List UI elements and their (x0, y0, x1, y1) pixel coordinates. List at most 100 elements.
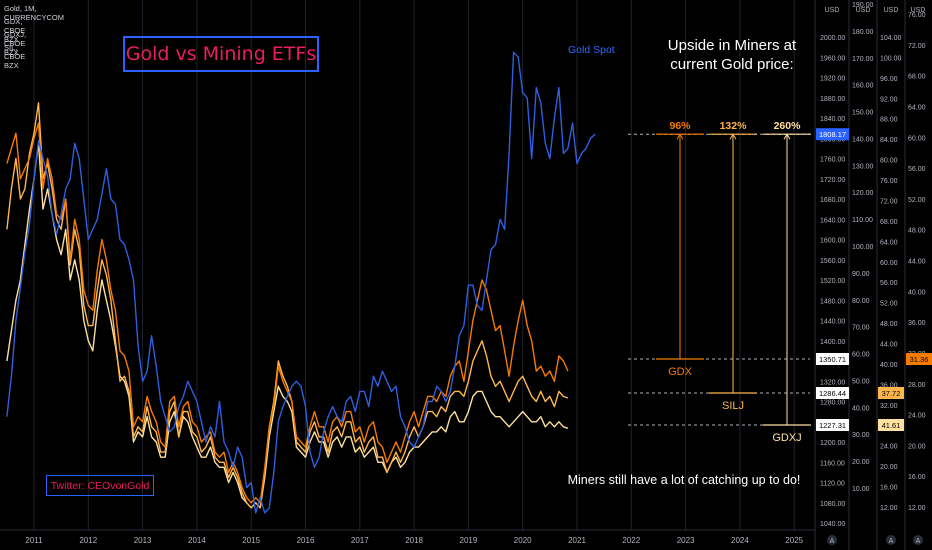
upside-pct-silj: 132% (720, 120, 748, 132)
gold-axis-tick: 1680.00 (820, 197, 845, 204)
axis2-tick: 170.00 (852, 56, 874, 63)
axis2-tick: 30.00 (852, 432, 870, 439)
axis2-tick: 180.00 (852, 29, 874, 36)
gdxj-value-tag: 41.61 (882, 421, 901, 430)
axis2-tick: 140.00 (852, 136, 874, 143)
twitter-box: Twitter: CEOvonGold (46, 475, 154, 496)
axis2-tick: 90.00 (852, 271, 870, 278)
axis3-tick: 76.00 (880, 178, 898, 185)
chart-grid (33, 0, 795, 530)
axis3-tick: 68.00 (880, 219, 898, 226)
gold-axis-tick: 1600.00 (820, 238, 845, 245)
series-line-sil (6, 142, 569, 509)
legend-sil: SIL, CBOE BZX (4, 43, 26, 70)
x-tick-label: 2012 (79, 536, 97, 545)
axis2-tick: 20.00 (852, 459, 870, 466)
axis-mode-badge-label: A (889, 538, 894, 545)
silj-value-tag-bg (878, 387, 904, 399)
x-tick-label: 2024 (731, 536, 749, 545)
gold-axis-tick: 1320.00 (820, 379, 845, 386)
axis3-tick: 80.00 (880, 158, 898, 165)
axis4-tick: 68.00 (908, 74, 926, 81)
gold-axis-tick: 1480.00 (820, 298, 845, 305)
axis-mode-badge (827, 535, 837, 545)
gold-axis-tick: 2000.00 (820, 35, 845, 42)
x-tick-label: 2018 (405, 536, 423, 545)
upside-pct-gdxj: 260% (774, 120, 802, 132)
gold-axis-tick: 1560.00 (820, 258, 845, 265)
axis3-tick: 44.00 (880, 342, 898, 349)
axis-mode-badge-label: A (916, 538, 921, 545)
axis2-tick: 50.00 (852, 378, 870, 385)
series-line-gdxj (6, 102, 569, 509)
axis3-tick: 104.00 (880, 35, 902, 42)
axis3-tick: 40.00 (880, 362, 898, 369)
axis4-tick: 24.00 (908, 413, 926, 420)
axis2-tick: 120.00 (852, 190, 874, 197)
gold-axis-tick: 1960.00 (820, 55, 845, 62)
silj-gold-scale-tag-bg (816, 387, 849, 399)
axis-mode-badge (886, 535, 896, 545)
axis3-tick: 60.00 (880, 260, 898, 267)
gdxj-gold-scale-tag-bg (816, 419, 849, 431)
chart-title: Gold vs Mining ETFs (125, 43, 317, 65)
silj-value-tag: 37.72 (882, 389, 901, 398)
axis2-tick: 130.00 (852, 163, 874, 170)
axis2-tick: 80.00 (852, 298, 870, 305)
x-tick-label: 2015 (242, 536, 260, 545)
gdx-gold-scale-tag: 1350.71 (819, 355, 846, 364)
axis4-tick: 44.00 (908, 259, 926, 266)
x-tick-label: 2021 (568, 536, 586, 545)
axis-currency-label: USD (911, 7, 926, 14)
axis2-tick: 100.00 (852, 244, 874, 251)
axis4-tick: 56.00 (908, 166, 926, 173)
x-tick-label: 2011 (25, 536, 43, 545)
series-line-gold (6, 51, 596, 514)
x-tick-label: 2022 (622, 536, 640, 545)
x-tick-label: 2017 (351, 536, 369, 545)
gold-axis-tick: 1760.00 (820, 157, 845, 164)
x-tick-label: 2016 (297, 536, 315, 545)
axis3-tick: 88.00 (880, 117, 898, 124)
annotation-overlay: 96% GDX 132% SILJ 260% GDXJ Upside in Miners a… (568, 37, 811, 487)
axis4-tick: 60.00 (908, 135, 926, 142)
gold-axis-tick: 1200.00 (820, 440, 845, 447)
upside-caption-line2: current Gold price: (670, 56, 793, 73)
axis4-tick: 64.00 (908, 104, 926, 111)
gold-axis-tick: 1920.00 (820, 76, 845, 83)
axis4-tick: 12.00 (908, 505, 926, 512)
legend-gdx: GDX, CBOE BZX (4, 17, 26, 44)
axis3-tick: 56.00 (880, 280, 898, 287)
axis4-tick: 48.00 (908, 228, 926, 235)
x-tick-label: 2019 (460, 536, 478, 545)
axis3-tick: 84.00 (880, 137, 898, 144)
gdxj-gold-scale-tag: 1227.31 (819, 421, 846, 430)
gold-axis-tick: 1640.00 (820, 217, 845, 224)
axis4-tick: 40.00 (908, 289, 926, 296)
axis-mode-badge-label: A (830, 538, 835, 545)
gdx-value-tag: 31.36 (910, 355, 929, 364)
upside-caption-line1: Upside in Miners at (668, 37, 797, 54)
axis2-tick: 160.00 (852, 83, 874, 90)
gold-axis-tick: 1120.00 (820, 481, 845, 488)
upside-label-silj: SILJ (722, 400, 744, 412)
axis4-tick: 20.00 (908, 443, 926, 450)
upside-arrow-gdxj (783, 133, 791, 140)
axis3-tick: 20.00 (880, 464, 898, 471)
axis3-tick: 24.00 (880, 444, 898, 451)
gold-axis-tick: 1400.00 (820, 339, 845, 346)
axis4-tick: 16.00 (908, 474, 926, 481)
gold-axis-tick: 1880.00 (820, 96, 845, 103)
upside-pct-gdx: 96% (669, 120, 691, 132)
gold-axis-tick: 1520.00 (820, 278, 845, 285)
axis-mode-badge (913, 535, 923, 545)
axis2-tick: 10.00 (852, 486, 870, 493)
axis3-tick: 48.00 (880, 321, 898, 328)
x-tick-label: 2023 (677, 536, 695, 545)
axis3-tick: 100.00 (880, 55, 902, 62)
gold-axis-tick: 1720.00 (820, 177, 845, 184)
upside-arrow-gdx (676, 133, 684, 140)
price-tags: 1808.17 1350.71 1286.44 1227.31 31.36 37.72 41… (816, 128, 932, 431)
